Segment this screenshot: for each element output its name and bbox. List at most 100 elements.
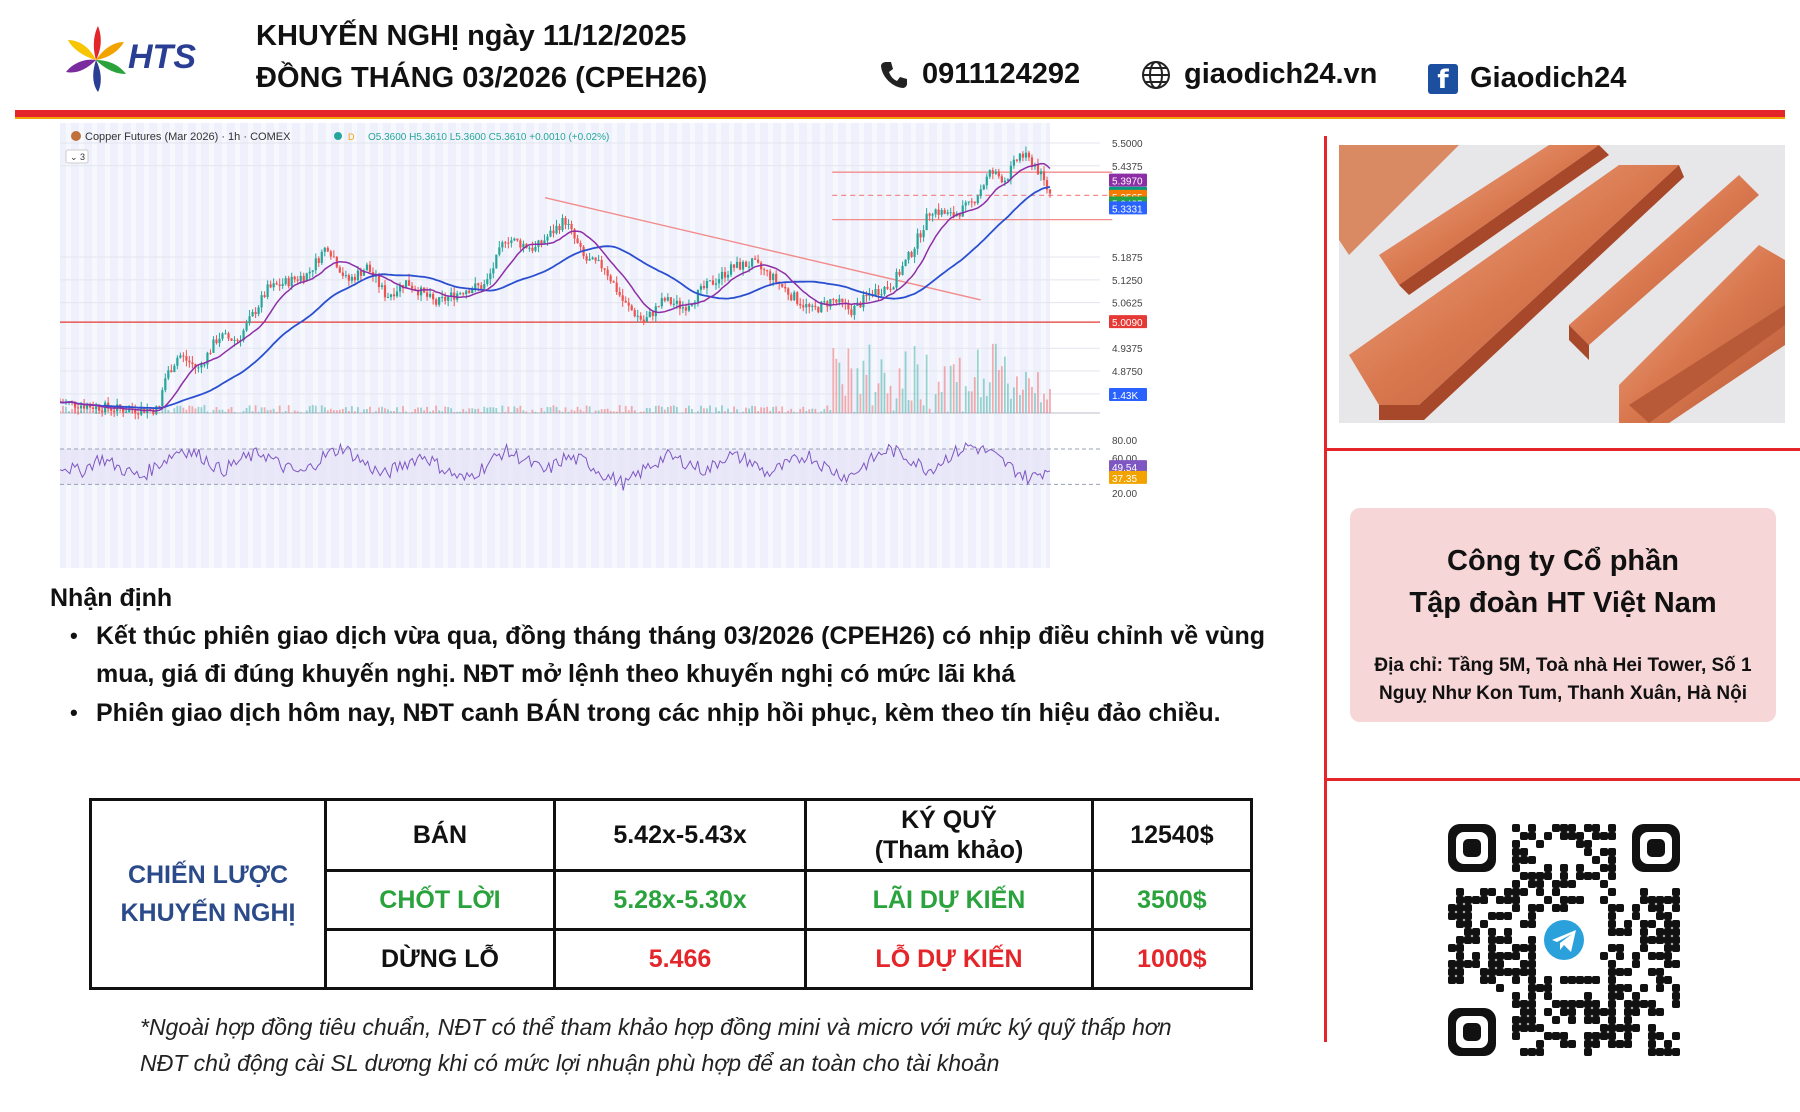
qr-module — [1544, 864, 1552, 872]
qr-module — [1640, 944, 1648, 952]
candle — [507, 242, 510, 244]
candle — [1042, 171, 1046, 181]
phone-icon — [881, 61, 907, 88]
qr-module — [1512, 856, 1520, 864]
candle — [808, 304, 811, 307]
volume-bar — [1049, 389, 1051, 413]
qr-module — [1624, 928, 1632, 936]
qr-module — [1600, 832, 1608, 840]
website-contact[interactable]: giaodich24.vn — [1140, 58, 1377, 91]
candle — [666, 297, 669, 301]
candle — [681, 307, 684, 309]
volume-bar — [353, 411, 356, 413]
candle — [429, 293, 432, 297]
website-link[interactable]: giaodich24.vn — [1184, 58, 1378, 90]
qr-module — [1632, 912, 1640, 920]
volume-bar — [323, 407, 326, 413]
qr-module — [1520, 944, 1528, 952]
qr-module — [1584, 992, 1592, 1000]
volume-bar — [248, 405, 251, 413]
qr-module — [1512, 896, 1520, 904]
candle — [260, 295, 263, 308]
phone-number[interactable]: 0911124292 — [922, 58, 1081, 90]
volume-bar — [465, 411, 468, 413]
table-row: DỪNG LỖ 5.466 LỖ DỰ KIẾN 1000$ — [91, 928, 1254, 990]
volume-bar — [718, 410, 720, 413]
qr-module — [1504, 928, 1512, 936]
candle — [603, 268, 606, 270]
qr-module — [1472, 952, 1480, 960]
volume-bar — [1040, 402, 1042, 413]
qr-module — [1536, 904, 1544, 912]
candle — [200, 364, 203, 368]
volume-bar — [1022, 389, 1024, 413]
volume-bar — [769, 410, 772, 413]
volume-bar — [588, 406, 591, 413]
bullet-text: Phiên giao dịch hôm nay, NĐT canh BÁN tr… — [96, 699, 1221, 727]
sell-price: 5.42x-5.43x — [552, 798, 808, 872]
candle — [769, 271, 772, 281]
candle — [720, 271, 724, 280]
qr-module — [1672, 936, 1680, 944]
session-stripe — [911, 123, 916, 568]
qr-module — [1456, 976, 1464, 984]
volume-bar — [218, 409, 221, 413]
qr-module — [1608, 1008, 1616, 1016]
candle — [122, 408, 125, 413]
volume-bar — [489, 407, 492, 413]
address-line1: Địa chỉ: Tầng 5M, Toà nhà Hei Tower, Số … — [1374, 655, 1752, 676]
candle — [95, 405, 98, 409]
session-stripe — [638, 123, 643, 568]
session-stripe — [625, 123, 630, 568]
volume-bar — [955, 382, 958, 413]
facebook-link[interactable]: Giaodich24 — [1470, 62, 1627, 94]
volume-bar — [736, 409, 738, 413]
candle — [167, 370, 170, 379]
volume-bar — [555, 406, 558, 413]
volume-bar — [185, 409, 188, 413]
volume-bar — [754, 406, 757, 413]
volume-bar — [549, 407, 552, 413]
candle — [236, 339, 239, 341]
candle — [600, 259, 603, 269]
candle — [940, 210, 943, 215]
qr-module — [1488, 960, 1496, 968]
candle — [892, 287, 895, 290]
candle — [919, 233, 922, 238]
qr-module — [1528, 936, 1536, 944]
candle — [946, 212, 949, 214]
qr-module — [1512, 944, 1520, 952]
candle — [296, 279, 299, 281]
volume-bar — [366, 409, 368, 413]
qr-module — [1640, 888, 1648, 896]
qr-module — [1528, 912, 1536, 920]
volume-tag-bg — [1109, 388, 1147, 401]
qr-module — [1560, 1008, 1568, 1016]
volume-bars — [60, 343, 1051, 413]
qr-code[interactable] — [1444, 820, 1684, 1060]
candle — [407, 280, 411, 286]
volume-bar — [1015, 376, 1018, 413]
phone-contact[interactable]: 0911124292 — [878, 58, 1080, 91]
qr-module — [1520, 1024, 1528, 1032]
volume-bar — [1034, 393, 1036, 413]
qr-module — [1624, 1000, 1632, 1008]
qr-module — [1608, 1024, 1616, 1032]
candle — [444, 297, 447, 301]
qr-module — [1664, 920, 1672, 928]
volume-bar — [269, 409, 272, 413]
candle — [197, 367, 200, 369]
qr-module — [1616, 992, 1624, 1000]
candle — [1045, 180, 1049, 190]
candle — [594, 257, 597, 261]
qr-module — [1608, 824, 1616, 832]
volume-bar — [859, 394, 862, 413]
candle — [555, 225, 558, 234]
candle — [191, 362, 194, 365]
qr-module — [1528, 952, 1536, 960]
candle — [597, 259, 600, 261]
rsi-line — [60, 441, 1051, 491]
price-tag: 5.0090 — [1112, 318, 1143, 329]
volume-bar — [997, 369, 1000, 413]
facebook-contact[interactable]: f Giaodich24 — [1428, 62, 1626, 95]
